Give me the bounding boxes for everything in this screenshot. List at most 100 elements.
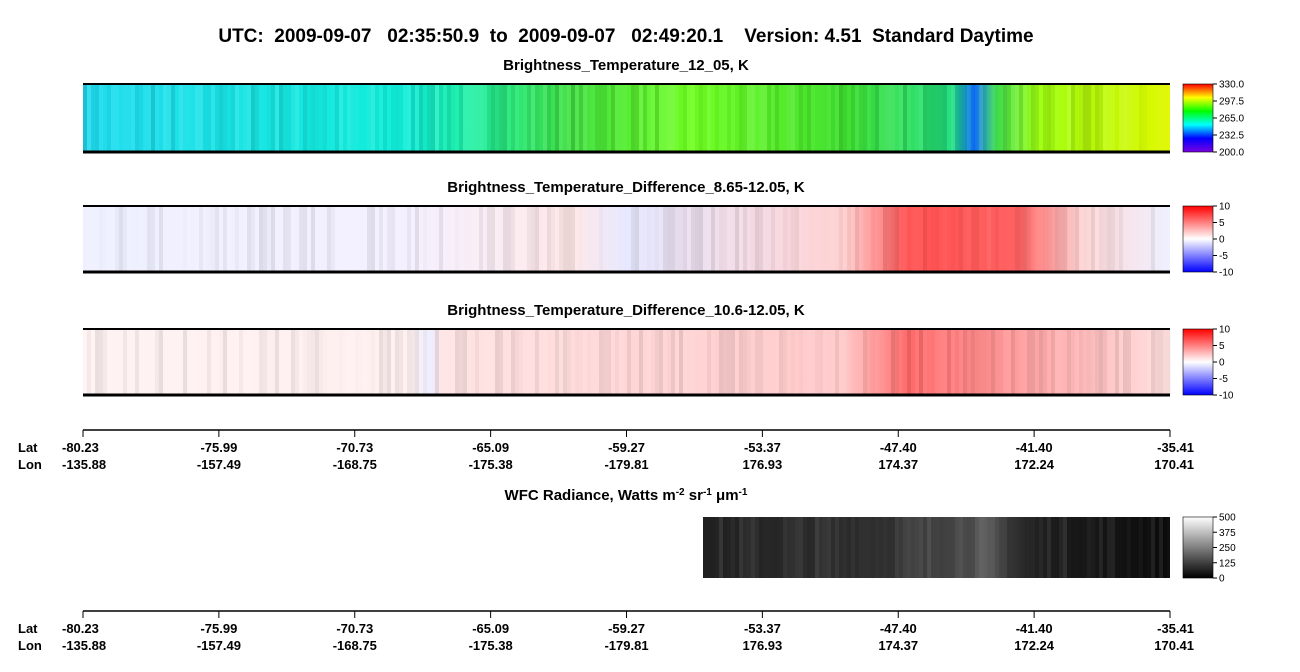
heatmap-texture	[983, 84, 987, 152]
heatmap-texture	[1099, 517, 1103, 578]
heatmap-texture	[359, 206, 363, 272]
heatmap-texture	[227, 84, 231, 152]
heatmap-texture	[811, 329, 815, 395]
heatmap-texture	[463, 84, 467, 152]
title-part: -1	[703, 487, 712, 498]
heatmap-texture	[1047, 329, 1051, 395]
heatmap-texture	[1015, 84, 1019, 152]
heatmap-texture	[315, 206, 319, 272]
heatmap-texture	[955, 329, 959, 395]
heatmap-texture	[347, 206, 351, 272]
heatmap-texture	[795, 206, 799, 272]
panel-title: WFC Radiance, Watts m-2 sr-1 μm-1	[505, 487, 748, 505]
heatmap-texture	[851, 206, 855, 272]
heatmap-texture	[203, 84, 207, 152]
heatmap-texture	[243, 206, 247, 272]
lon-tick-label: -157.49	[197, 638, 241, 653]
heatmap-texture	[971, 517, 975, 578]
heatmap-texture	[1103, 206, 1107, 272]
heatmap-texture	[903, 329, 907, 395]
heatmap-texture	[1039, 206, 1043, 272]
heatmap-texture	[1083, 517, 1087, 578]
heatmap-texture	[911, 329, 915, 395]
heatmap-texture	[311, 329, 315, 395]
heatmap-texture	[307, 206, 311, 272]
heatmap-texture	[339, 206, 343, 272]
heatmap-texture	[539, 329, 543, 395]
heatmap-texture	[407, 84, 411, 152]
heatmap-texture	[295, 329, 299, 395]
heatmap-texture	[839, 329, 843, 395]
heatmap-texture	[711, 206, 715, 272]
heatmap-texture	[907, 517, 911, 578]
heatmap-texture	[371, 84, 375, 152]
heatmap-texture	[207, 84, 211, 152]
heatmap-texture	[463, 206, 467, 272]
heatmap-texture	[391, 329, 395, 395]
heatmap-texture	[943, 329, 947, 395]
heatmap-texture	[107, 84, 111, 152]
heatmap-texture	[395, 329, 399, 395]
heatmap-texture	[851, 329, 855, 395]
heatmap-texture	[1067, 206, 1071, 272]
heatmap-texture	[655, 329, 659, 395]
heatmap-texture	[443, 206, 447, 272]
heatmap-texture	[603, 329, 607, 395]
heatmap-texture	[1011, 84, 1015, 152]
heatmap-texture	[267, 329, 271, 395]
heatmap-texture	[123, 84, 127, 152]
heatmap-texture	[267, 84, 271, 152]
heatmap-texture	[799, 329, 803, 395]
heatmap-texture	[139, 84, 143, 152]
heatmap-texture	[175, 329, 179, 395]
heatmap-texture	[1087, 517, 1091, 578]
heatmap-texture	[835, 517, 839, 578]
colorbar-tick-label: 375	[1219, 528, 1236, 539]
heatmap-texture	[111, 329, 115, 395]
heatmap-texture	[275, 329, 279, 395]
heatmap-texture	[631, 206, 635, 272]
heatmap-texture	[227, 329, 231, 395]
heatmap-texture	[259, 329, 263, 395]
heatmap-texture	[559, 206, 563, 272]
heatmap-texture	[459, 329, 463, 395]
heatmap-texture	[1127, 206, 1131, 272]
heatmap-texture	[599, 206, 603, 272]
heatmap-texture	[475, 206, 479, 272]
heatmap-texture	[195, 329, 199, 395]
heatmap-texture	[359, 84, 363, 152]
heatmap-texture	[311, 84, 315, 152]
heatmap-texture	[1003, 84, 1007, 152]
heatmap-texture	[515, 329, 519, 395]
heatmap-texture	[815, 84, 819, 152]
heatmap-texture	[919, 206, 923, 272]
heatmap-texture	[895, 206, 899, 272]
heatmap-texture	[499, 206, 503, 272]
heatmap-texture	[439, 206, 443, 272]
heatmap-texture	[523, 84, 527, 152]
heatmap-texture	[1039, 84, 1043, 152]
heatmap-texture	[711, 329, 715, 395]
heatmap-texture	[343, 84, 347, 152]
heatmap-texture	[435, 329, 439, 395]
heatmap-texture	[723, 329, 727, 395]
heatmap-texture	[807, 84, 811, 152]
heatmap-texture	[587, 84, 591, 152]
heatmap-texture	[383, 329, 387, 395]
heatmap-texture	[215, 206, 219, 272]
heatmap-texture	[263, 206, 267, 272]
heatmap-texture	[783, 206, 787, 272]
heatmap-texture	[1119, 84, 1123, 152]
colorbar	[1182, 83, 1214, 153]
heatmap-texture	[759, 206, 763, 272]
heatmap-texture	[1143, 84, 1147, 152]
heatmap-texture	[1111, 84, 1115, 152]
heatmap-texture	[215, 329, 219, 395]
heatmap-texture	[395, 206, 399, 272]
heatmap-texture	[1019, 84, 1023, 152]
heatmap-texture	[191, 84, 195, 152]
heatmap-texture	[703, 329, 707, 395]
lon-tick-label: -168.75	[333, 638, 377, 653]
heatmap-texture	[811, 84, 815, 152]
heatmap-texture	[591, 206, 595, 272]
